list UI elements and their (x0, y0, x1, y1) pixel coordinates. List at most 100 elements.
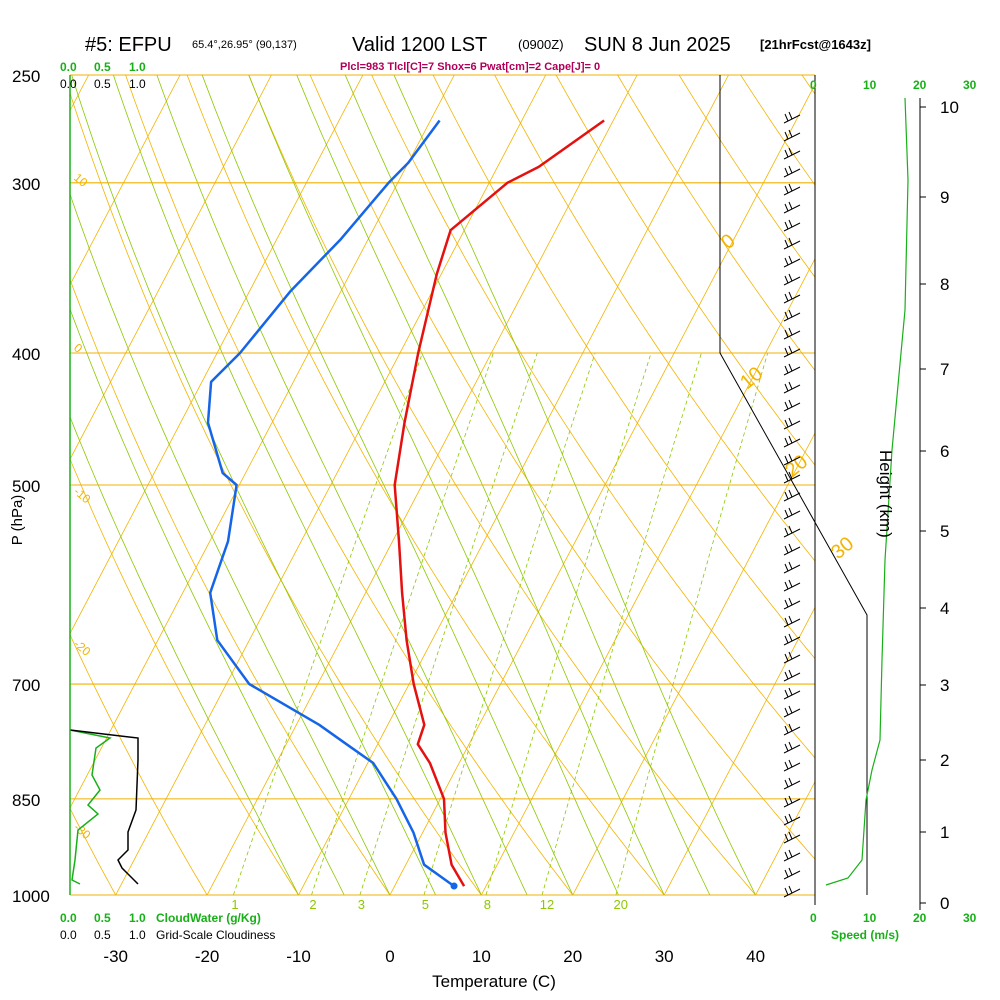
mixing-ratio-label: 3 (358, 897, 365, 912)
wind-barb-flag (788, 363, 793, 372)
wind-barb-flag (784, 167, 789, 176)
wind-barb-flag (784, 743, 789, 752)
moist-adiabat-line (393, 75, 756, 896)
wind-barb-flag (784, 707, 789, 716)
wind-barb-flag (788, 777, 793, 786)
cloudiness-top-tick: 0.5 (94, 77, 111, 91)
pressure-tick-label: 700 (12, 676, 40, 695)
dry-adiabat-line (309, 75, 815, 860)
wind-barb-flag (784, 275, 789, 284)
height-tick-label: 0 (940, 894, 949, 913)
cloudwater-bottom-tick: 0.0 (60, 911, 77, 925)
wind-speed-bottom-tick: 20 (913, 911, 927, 925)
pressure-axis-label: P (hPa) (9, 495, 26, 546)
wind-barb-flag (784, 617, 789, 626)
dry-adiabat-line (70, 91, 482, 896)
wind-barb-flag (788, 345, 793, 354)
wind-barb-flag (784, 833, 789, 842)
dewpoint-profile (206, 119, 455, 888)
wind-barb-flag (788, 651, 793, 660)
temperature-tick-label: -30 (103, 947, 128, 966)
wind-barb-flag (788, 219, 793, 228)
wind-barb-flag (788, 885, 793, 894)
wind-barb-flag (788, 525, 793, 534)
mixing-ratio-line (311, 352, 494, 896)
wind-barb-flag (784, 563, 789, 572)
wind-barb-flag (784, 437, 789, 446)
cloudwater-top-tick: 1.0 (129, 60, 146, 74)
wind-barb-flag (788, 615, 793, 624)
wind-barb-flag (784, 887, 789, 896)
pressure-tick-label: 500 (12, 477, 40, 496)
pressure-tick-label: 400 (12, 345, 40, 364)
wind-barb-flag (784, 383, 789, 392)
dry-adiabat-line (432, 75, 815, 660)
upper-box-outline (719, 75, 868, 895)
dry-adiabat-line (125, 75, 574, 896)
wind-barb-flag (788, 723, 793, 732)
wind-barb-flag (788, 867, 793, 876)
cloudwater-bottom-tick: 1.0 (129, 911, 146, 925)
height-tick-label: 10 (940, 98, 959, 117)
moist-adiabat-line (70, 192, 391, 896)
wind-barb-flag (788, 291, 793, 300)
height-tick-label: 2 (940, 751, 949, 770)
wind-barb-flag (788, 795, 793, 804)
cloudiness-bottom-tick: 0.5 (94, 928, 111, 942)
wind-speed-axis-label: Speed (m/s) (831, 928, 899, 942)
height-tick-label: 8 (940, 275, 949, 294)
temperature-tick-label: 40 (746, 947, 765, 966)
wind-barb-flag (788, 201, 793, 210)
isotherm-line (70, 75, 272, 461)
height-tick-label: 6 (940, 442, 949, 461)
wind-barb-flag (788, 669, 793, 678)
wind-barb-flag (788, 741, 793, 750)
pressure-tick-label: 1000 (12, 887, 50, 906)
height-tick-label: 7 (940, 360, 949, 379)
wind-barb-flag (788, 687, 793, 696)
wind-barb-flag (784, 239, 789, 248)
wind-barb-flag (784, 221, 789, 230)
surface-point (450, 882, 458, 890)
cloudiness-top-tick: 1.0 (129, 77, 146, 91)
wind-barb-flag (784, 473, 789, 482)
wind-barb-flag (788, 129, 793, 138)
wind-barb-flag (784, 185, 789, 194)
wind-barb-flag (788, 435, 793, 444)
dry-adiabat-line (617, 75, 815, 372)
pressure-tick-label: 250 (12, 67, 40, 86)
wind-barb-flag (784, 779, 789, 788)
pressure-tick-label: 300 (12, 175, 40, 194)
temperature-tick-label: -20 (195, 947, 220, 966)
wind-barb-flag (784, 869, 789, 878)
wind-barb-flag (784, 635, 789, 644)
height-tick-label: 1 (940, 823, 949, 842)
wind-barb-flag (784, 203, 789, 212)
wind-barb-flag (788, 309, 793, 318)
wind-barb-flag (788, 471, 793, 480)
station-id: #5: EFPU (85, 34, 172, 56)
dry-adiabat-line (371, 75, 815, 759)
moist-adiabat-line (201, 75, 574, 896)
temperature-tick-label: 20 (563, 947, 582, 966)
cloudiness-axis-label: Grid-Scale Cloudiness (156, 928, 275, 942)
dry-adiabat-line (70, 458, 299, 896)
wind-barb-flag (788, 399, 793, 408)
wind-barb-flag (784, 671, 789, 680)
dry-adiabat-line (494, 75, 815, 562)
mixing-ratio-label: 2 (309, 897, 316, 912)
wind-barb-flag (784, 851, 789, 860)
cloudiness-bottom-tick: 1.0 (129, 928, 146, 942)
left-isotherm-label: -20 (71, 637, 94, 659)
wind-barb-flag (788, 237, 793, 246)
valid-time: Valid 1200 LST (352, 34, 487, 56)
moist-adiabat-line (248, 75, 619, 896)
wind-barb-flag (784, 581, 789, 590)
station-coords: 65.4°,26.95° (90,137) (192, 39, 297, 51)
wind-barb-flag (788, 453, 793, 462)
wind-barb-flag (788, 417, 793, 426)
cloudwater-bottom-tick: 0.5 (94, 911, 111, 925)
cloudwater-top-tick: 0.0 (60, 60, 77, 74)
temperature-tick-label: 30 (655, 947, 674, 966)
mixing-ratio-label: 5 (422, 897, 429, 912)
